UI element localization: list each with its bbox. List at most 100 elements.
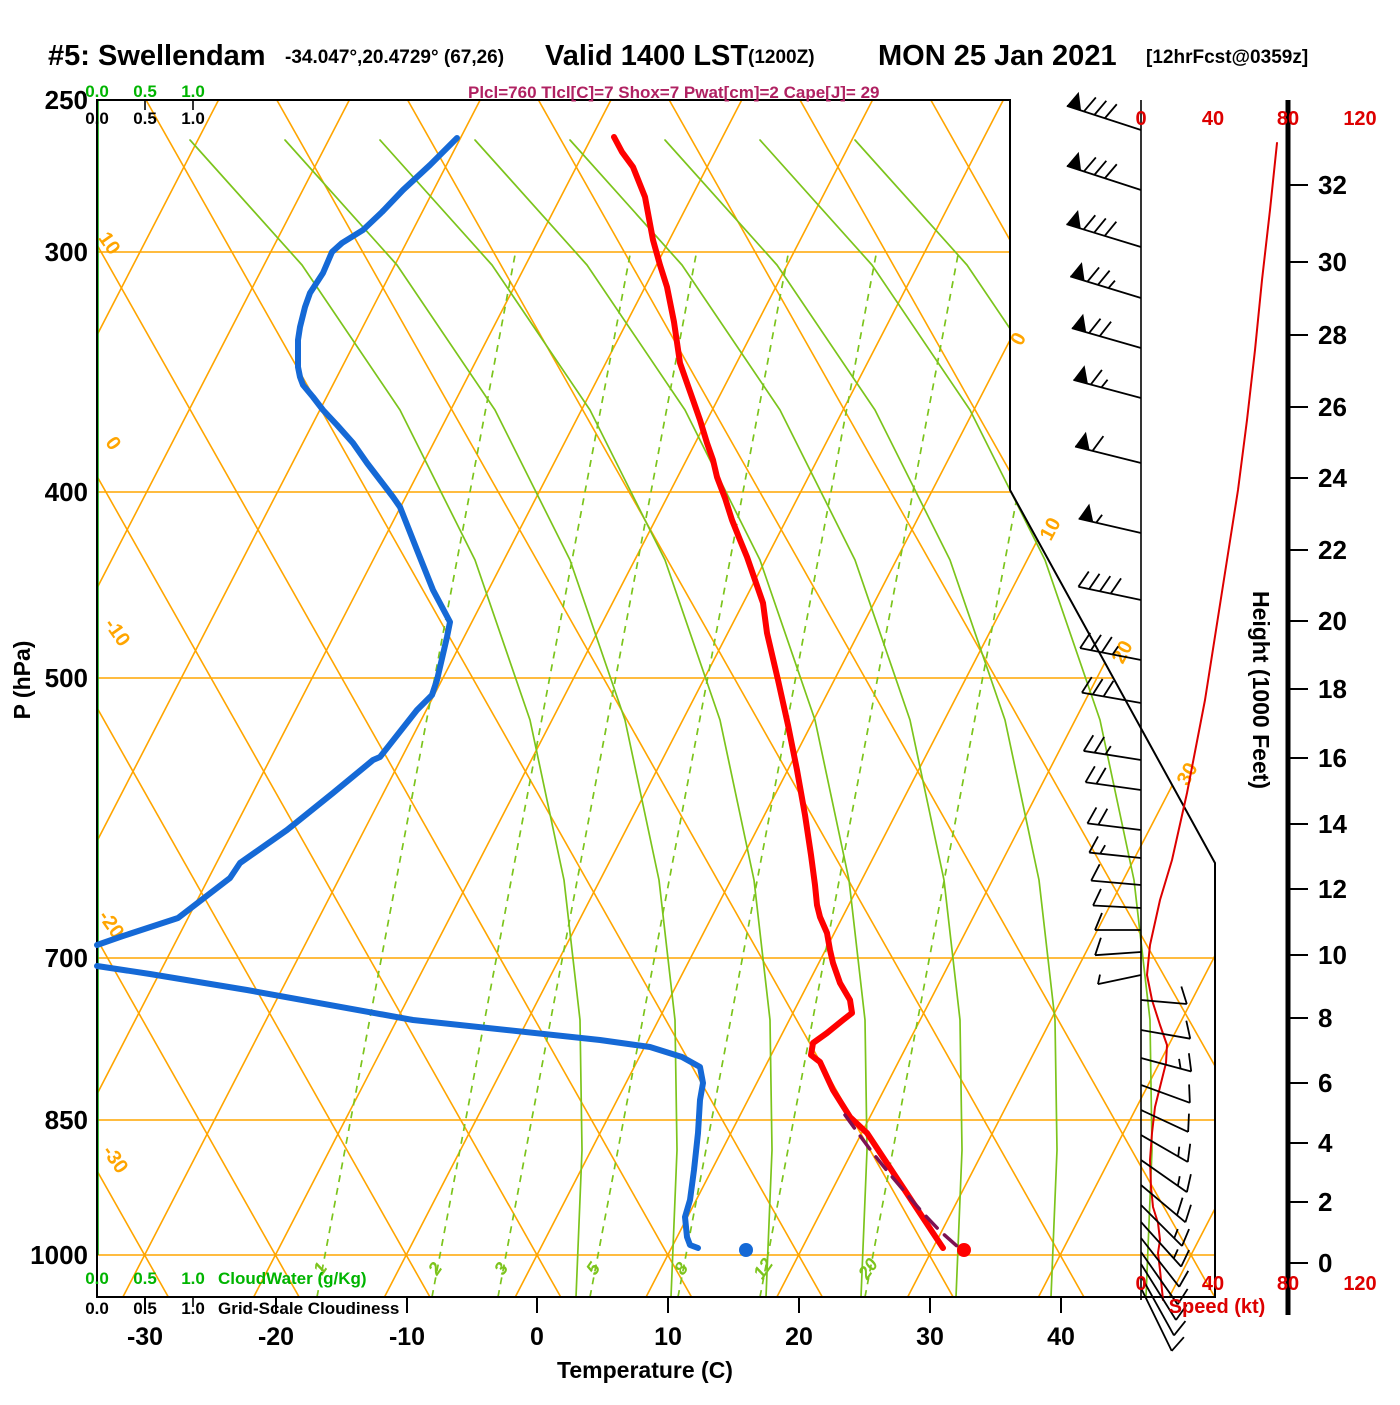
cloudwater-scale-label: CloudWater (g/Kg) [218,1269,367,1288]
cloudiness-scale-bottom: 0.0 [85,1299,109,1318]
surface-temperature-dot [957,1243,971,1257]
height-tick-label: 12 [1318,874,1347,904]
wind-barb [1066,151,1142,191]
cloudiness-scale-top: 1.0 [181,109,205,128]
speed-axis-title: Speed (kt) [1169,1296,1266,1318]
height-tick-label: 2 [1318,1187,1332,1217]
speed-tick-label-bottom: 0 [1135,1273,1146,1295]
wind-barb [1081,676,1142,704]
wind-barb [1140,1109,1190,1133]
wind-barb [1090,863,1142,886]
height-tick-label: 16 [1318,743,1347,773]
wind-barb [1079,632,1142,661]
parcel-path [843,1113,960,1249]
wind-barb [1140,1184,1192,1223]
wind-barb [1066,209,1142,248]
dry-adiabat-label: -30 [98,1141,133,1177]
pressure-tick-label: 1000 [30,1240,88,1270]
height-tick-label: 8 [1318,1003,1332,1033]
height-tick-label: 24 [1318,463,1347,493]
dewpoint-curve [94,963,706,1251]
pressure-tick-label: 400 [45,477,88,507]
wind-barb [1140,1134,1192,1163]
skewt-frame [96,99,1216,1298]
wind-barb [1073,365,1142,399]
cloudiness-scale-bottom: 0.5 [133,1299,157,1318]
plot-border [96,99,1216,1307]
wind-barb [1140,1159,1192,1193]
cloudwater-scale-top: 0.0 [85,82,109,101]
speed-tick-label-bottom: 80 [1277,1273,1299,1295]
mixing-ratio-label: 20 [854,1255,882,1284]
cloudiness-scale-label: Grid-Scale Cloudiness [218,1299,399,1318]
wind-barb [1140,1251,1189,1305]
stability-indices: Plcl=760 Tlcl[C]=7 Shox=7 Pwat[cm]=2 Cap… [468,83,880,102]
speed-tick-label-bottom: 40 [1202,1273,1224,1295]
mixing-ratio-label: 8 [670,1259,692,1279]
height-tick-label: 32 [1318,170,1347,200]
height-axis-title: Height (1000 Feet) [1248,591,1274,789]
pressure-tick-label: 700 [45,943,88,973]
speed-tick-label-top: 80 [1277,108,1299,130]
wind-barb [1074,431,1142,464]
wind-barb [1071,313,1142,349]
height-tick-label: 0 [1318,1248,1332,1278]
cloudiness-scale-top: 0.5 [133,109,157,128]
wind-barb [1140,1275,1187,1337]
wind-barb [1066,91,1142,131]
cloudiness-scale-top: 0.0 [85,109,109,128]
zulu-time: (1200Z) [748,47,815,68]
mixing-ratio-label: 12 [749,1255,777,1283]
wind-barb [1084,765,1142,791]
pressure-tick-label: 250 [45,85,88,115]
wind-barb [1082,734,1142,761]
dry-adiabat-label: 0 [101,433,125,455]
wind-barb [1140,1237,1190,1288]
mixing-ratio-label: 2 [423,1259,446,1279]
forecast-tag: [12hrFcst@0359z] [1146,47,1308,68]
station-coords: -34.047°,20.4729° (67,26) [285,47,504,68]
pressure-tick-label: 850 [45,1105,88,1135]
temperature-tick-label: 10 [654,1323,682,1351]
sounding-curves [94,134,1278,1301]
mixing-ratio-label: 5 [582,1258,605,1278]
wind-barb [1088,835,1142,859]
temperature-tick-label: 0 [530,1323,544,1351]
wind-barb [1097,974,1142,986]
pressure-tick-label: 500 [45,663,88,693]
temperature-tick-label: 30 [916,1323,944,1351]
pressure-tick-label: 300 [45,237,88,267]
isotherm-label: 20 [1108,637,1138,667]
temperature-tick-label: 20 [785,1323,813,1351]
wind-speed-profile [1146,142,1278,1301]
mixing-ratio-label: 3 [490,1259,512,1279]
speed-tick-label-top: 0 [1135,108,1146,130]
wind-barb [1092,888,1142,909]
height-tick-label: 4 [1318,1128,1333,1158]
dry-adiabat-label: -10 [100,614,135,650]
speed-tick-label-bottom: 120 [1343,1273,1376,1295]
height-tick-label: 28 [1318,320,1347,350]
speed-tick-label-top: 120 [1343,108,1376,130]
wind-barb [1140,1020,1192,1040]
height-tick-label: 30 [1318,247,1347,277]
speed-tick-label-top: 40 [1202,108,1224,130]
cloudwater-scale-bottom: 0.0 [85,1269,109,1288]
cloudwater-scale-bottom: 1.0 [181,1269,205,1288]
height-tick-label: 22 [1318,535,1347,565]
wind-barb [1086,806,1142,831]
surface-dewpoint-dot [739,1243,753,1257]
wind-barb [1140,986,1188,1005]
background-gridlines [97,100,1215,1297]
dewpoint-curve [94,135,460,948]
valid-date: MON 25 Jan 2021 [878,40,1117,72]
height-tick-label: 20 [1318,606,1347,636]
wind-barb [1094,912,1141,931]
cloudwater-scale-top: 0.5 [133,82,157,101]
wind-barb [1140,1287,1185,1352]
wind-barb [1094,937,1142,957]
height-tick-label: 6 [1318,1068,1332,1098]
